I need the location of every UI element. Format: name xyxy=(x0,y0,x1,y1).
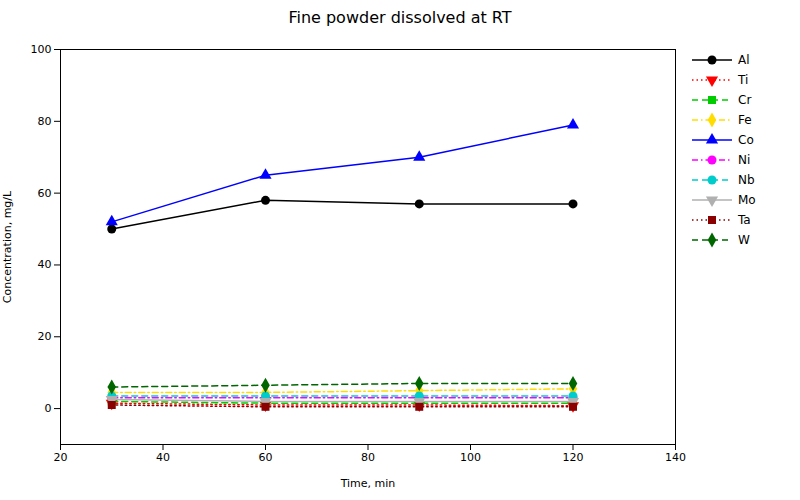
svg-text:Concentration, mg/L: Concentration, mg/L xyxy=(1,190,14,303)
html-text:Ta: Ta xyxy=(738,213,751,227)
html-text:Co: Co xyxy=(738,133,754,147)
svg-text:140: 140 xyxy=(665,451,686,464)
svg-text:60: 60 xyxy=(38,187,52,200)
html-text:Fine powder dissolved at RT: Fine powder dissolved at RT xyxy=(288,8,512,27)
svg-text:40: 40 xyxy=(38,258,52,271)
svg-text:80: 80 xyxy=(38,115,52,128)
svg-text:Time, min: Time, min xyxy=(340,477,396,490)
svg-text:60: 60 xyxy=(259,451,273,464)
svg-text:20: 20 xyxy=(38,330,52,343)
html-text:W: W xyxy=(738,233,750,247)
svg-text:80: 80 xyxy=(361,451,375,464)
html-text:Nb: Nb xyxy=(738,173,755,187)
html-text:Al: Al xyxy=(738,53,750,67)
html-text:Mo: Mo xyxy=(738,193,756,207)
svg-text:0: 0 xyxy=(45,402,52,415)
html-text:Ni: Ni xyxy=(738,153,751,167)
html-text:Cr: Cr xyxy=(738,93,752,107)
svg-text:20: 20 xyxy=(54,451,68,464)
svg-text:120: 120 xyxy=(563,451,584,464)
html-text:Ti: Ti xyxy=(738,73,749,87)
svg-text:100: 100 xyxy=(31,43,52,56)
svg-text:40: 40 xyxy=(156,451,170,464)
html-text:Fe: Fe xyxy=(738,113,752,127)
svg-text:100: 100 xyxy=(460,451,481,464)
